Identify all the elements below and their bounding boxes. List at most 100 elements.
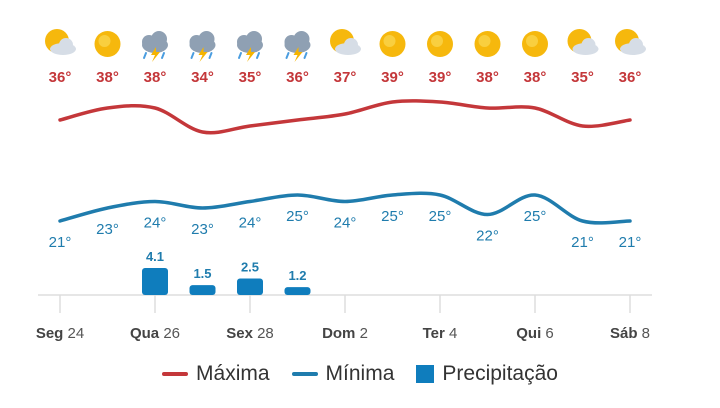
max-temp-label: 38° <box>96 69 119 86</box>
sun-highlight <box>478 35 491 47</box>
legend-item-min[interactable]: Mínima <box>291 362 395 386</box>
cloud-puff <box>59 38 73 52</box>
x-tick-weekday: Ter <box>423 325 445 342</box>
x-tick-weekday: Sex <box>226 325 253 342</box>
min-temp-label: 23° <box>96 221 119 238</box>
x-tick-weekday: Seg <box>36 325 64 342</box>
x-tick-date: 26 <box>159 325 180 342</box>
rain-drop <box>285 52 290 59</box>
x-tick-weekday: Dom <box>322 325 355 342</box>
max-temp-label: 38° <box>476 69 499 86</box>
max-temp-label: 35° <box>571 69 594 86</box>
sun-icon <box>474 31 501 57</box>
x-tick-weekday: Sáb <box>610 325 638 342</box>
max-temp-label: 38° <box>524 69 547 86</box>
forecast-chart: 36° 38° 38° 34° 35° 36° 37° 39° 39° 38° 38° 35° 36° 2… <box>36 29 652 342</box>
min-temp-label: 21° <box>49 234 72 251</box>
max-temp-label: 34° <box>191 69 214 86</box>
storm-cloud-puff <box>246 31 262 47</box>
legend-min-label: Mínima <box>325 362 395 385</box>
min-temp-label: 21° <box>571 234 594 251</box>
sun-highlight <box>431 35 443 47</box>
max-temp-label: 38° <box>144 69 167 86</box>
x-tick-label: Qui 6 <box>516 325 554 342</box>
max-temp-label: 35° <box>239 69 262 86</box>
lightning-bolt <box>151 47 160 62</box>
rain-drop <box>256 52 260 59</box>
min-temp-label: 25° <box>429 208 452 225</box>
min-temp-label: 25° <box>286 208 309 225</box>
sun-highlight <box>383 35 396 47</box>
x-tick-date: 8 <box>638 325 651 342</box>
rain-drop <box>303 52 308 59</box>
legend-item-max[interactable]: Máxima <box>162 362 270 386</box>
sun-cloud-icon <box>330 29 361 55</box>
lightning-bolt <box>246 47 255 62</box>
rain-drop <box>208 52 213 59</box>
sun-cloud-icon <box>567 29 599 55</box>
min-temp-label: 25° <box>524 208 547 225</box>
min-swatch <box>291 372 318 376</box>
max-temp-line <box>58 99 632 135</box>
min-temp-label: 23° <box>191 221 214 238</box>
min-temp-label: 24° <box>239 215 262 232</box>
precip-value-label: 1.5 <box>193 266 211 281</box>
min-temp-line <box>58 191 632 225</box>
storm-cloud-puff <box>198 31 215 47</box>
storm-cloud-puff <box>293 31 310 47</box>
rain-drop <box>190 52 195 59</box>
chart-legend: Máxima Mínima Precipitação <box>0 362 720 386</box>
x-tick-label: Qua 26 <box>130 325 180 342</box>
precip-bar <box>189 285 216 295</box>
min-temp-label: 25° <box>381 208 404 225</box>
min-temp-label: 21° <box>619 234 642 251</box>
lightning-bolt <box>198 47 208 62</box>
x-tick-date: 6 <box>541 325 554 342</box>
x-tick-weekday: Qua <box>130 325 160 342</box>
storm-cloud-puff <box>151 31 167 47</box>
legend-precip-label: Precipitação <box>442 362 558 385</box>
cloud-puff <box>629 38 643 52</box>
x-tick-date: 28 <box>253 325 274 342</box>
rain-drop <box>238 52 242 59</box>
rain-drop <box>143 52 147 59</box>
min-temp-label: 24° <box>334 215 357 232</box>
sun-icon <box>379 31 406 57</box>
sun-icon <box>522 31 548 57</box>
max-temp-label: 37° <box>334 69 357 86</box>
x-tick-weekday: Qui <box>516 325 541 342</box>
x-tick-label: Dom 2 <box>322 325 368 342</box>
precip-bar <box>284 287 311 295</box>
storm-icon <box>237 31 263 62</box>
sun-cloud-icon <box>45 29 76 55</box>
sun-highlight <box>98 35 111 47</box>
storm-icon <box>284 31 311 62</box>
precip-value-label: 2.5 <box>241 260 259 275</box>
precip-bar <box>142 267 168 295</box>
precip-value-label: 4.1 <box>146 249 164 264</box>
x-tick-date: 2 <box>355 325 368 342</box>
storm-icon <box>142 31 168 62</box>
sun-icon <box>94 31 121 57</box>
min-temp-label: 24° <box>144 215 167 232</box>
max-temp-label: 36° <box>286 69 309 86</box>
cloud-puff <box>581 38 596 52</box>
max-temp-label: 39° <box>381 69 404 86</box>
precip-bar <box>237 278 263 295</box>
max-swatch <box>162 372 189 376</box>
x-tick-label: Sáb 8 <box>610 325 650 342</box>
cloud-puff <box>344 38 358 52</box>
precip-swatch <box>416 365 435 383</box>
precip-value-label: 1.2 <box>288 268 306 283</box>
legend-max-label: Máxima <box>196 362 270 385</box>
x-tick-date: 24 <box>63 325 84 342</box>
sun-icon <box>427 31 453 57</box>
x-tick-date: 4 <box>445 325 458 342</box>
max-temp-label: 39° <box>429 69 452 86</box>
max-temp-label: 36° <box>619 69 642 86</box>
sun-highlight <box>526 35 538 47</box>
legend-item-precip[interactable]: Precipitação <box>416 362 558 386</box>
lightning-bolt <box>293 47 303 62</box>
x-tick-label: Ter 4 <box>423 325 458 342</box>
rain-drop <box>161 52 165 59</box>
